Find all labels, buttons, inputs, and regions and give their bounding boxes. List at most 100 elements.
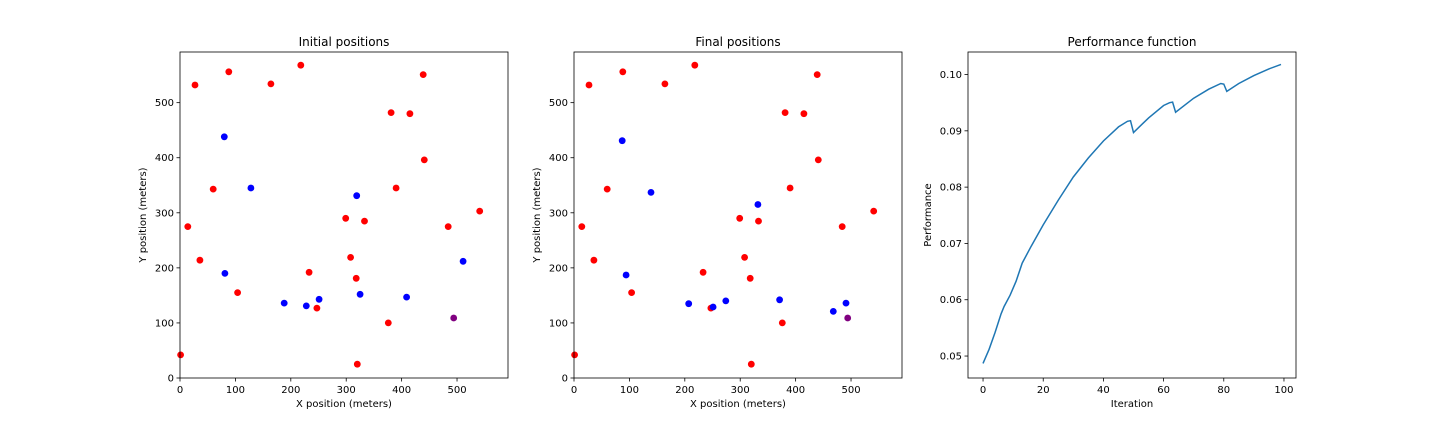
point-s2-1 [220, 133, 228, 141]
x-tick-label: 100 [226, 385, 245, 396]
point-s1-1 [177, 351, 185, 359]
panel-3: 0 20 40 60 80 100 0.05 0.06 0.07 0.08 0.09 0.10 Perf… [923, 35, 1297, 410]
point-s1-13 [741, 254, 748, 261]
x-tick-label: 20 [1037, 385, 1050, 396]
point-s1-23 [444, 223, 452, 231]
point-s1-17 [778, 319, 786, 327]
point-s2-5 [709, 303, 717, 311]
point-s1-18 [387, 109, 395, 116]
point-s3-1 [450, 314, 458, 322]
point-s2-8 [356, 290, 364, 298]
point-s1-4 [196, 256, 204, 264]
point-s2-4 [280, 299, 288, 307]
x-tick-label: 400 [392, 385, 411, 396]
y-tick-label: 500 [549, 98, 568, 109]
point-s1-14 [746, 274, 754, 282]
y-tick-label: 200 [155, 263, 174, 274]
x-tick-label: 500 [447, 385, 466, 396]
panel-2: 0 100 200 300 400 500 0 100 200 300 400 500 Final po… [532, 35, 903, 410]
point-s1-24 [476, 207, 484, 215]
chart-title: Performance function [1068, 35, 1197, 49]
x-tick-label: 200 [281, 385, 300, 396]
point-s2-9 [403, 293, 410, 301]
point-s1-8 [661, 80, 669, 88]
chart-title: Final positions [695, 35, 780, 49]
point-s2-3 [247, 184, 255, 192]
point-s2-10 [842, 299, 850, 307]
plot-frame [967, 51, 1297, 379]
point-s2-10 [459, 257, 467, 265]
point-s1-22 [420, 156, 428, 164]
point-s2-9 [829, 308, 837, 315]
point-s1-22 [814, 156, 822, 164]
y-tick-label: 100 [549, 318, 568, 329]
plot-frame [179, 51, 509, 379]
point-s1-9 [691, 61, 699, 69]
point-s2-1 [618, 137, 626, 145]
point-s1-2 [578, 223, 586, 231]
y-tick-label: 0.10 [940, 70, 962, 81]
point-s1-11 [313, 304, 321, 312]
y-tick-label: 300 [549, 208, 568, 219]
point-s1-10 [305, 268, 313, 276]
point-s1-19 [786, 184, 794, 192]
y-tick-label: 0.08 [940, 183, 962, 194]
point-s1-10 [699, 268, 707, 276]
x-tick-label: 80 [1217, 385, 1230, 396]
point-s1-15 [353, 360, 361, 368]
x-tick-label: 300 [337, 385, 356, 396]
x-tick-label: 100 [620, 385, 639, 396]
point-s2-3 [647, 189, 655, 196]
point-s1-6 [225, 68, 233, 76]
y-axis-label: Y position (meters) [138, 167, 149, 263]
x-axis-label: Iteration [1111, 399, 1153, 410]
x-axis-label: X position (meters) [296, 399, 392, 410]
x-tick-label: 100 [1274, 385, 1293, 396]
point-s1-5 [209, 185, 217, 193]
y-tick-label: 0.09 [940, 126, 962, 137]
point-s2-2 [221, 270, 229, 277]
y-tick-label: 300 [155, 208, 174, 219]
y-axis-label: Y position (meters) [532, 167, 543, 263]
point-s1-12 [342, 214, 350, 222]
point-s1-16 [755, 217, 762, 225]
point-s2-8 [776, 296, 783, 304]
point-s2-7 [353, 192, 361, 200]
x-tick-label: 40 [1097, 385, 1110, 396]
plot-frame [573, 51, 903, 379]
point-s1-17 [384, 319, 392, 327]
point-s3-1 [844, 314, 852, 322]
y-tick-label: 100 [155, 318, 174, 329]
point-s1-19 [392, 184, 400, 192]
point-s1-1 [571, 351, 578, 359]
y-tick-label: 200 [549, 263, 568, 274]
point-s1-14 [352, 274, 360, 282]
point-s1-15 [747, 360, 755, 368]
point-s1-9 [297, 61, 305, 69]
point-s1-18 [781, 109, 789, 116]
point-s1-23 [838, 223, 846, 231]
chart-title: Initial positions [299, 35, 390, 49]
y-tick-label: 0.06 [940, 295, 962, 306]
point-s1-13 [347, 254, 354, 261]
x-tick-label: 60 [1157, 385, 1170, 396]
y-tick-label: 0 [562, 374, 568, 385]
point-s2-7 [754, 201, 762, 208]
y-tick-label: 400 [155, 153, 174, 164]
y-axis-label: Performance [923, 183, 934, 246]
point-s1-8 [267, 80, 275, 88]
point-s1-20 [800, 110, 808, 118]
x-tick-label: 200 [675, 385, 694, 396]
y-tick-label: 0.05 [940, 352, 962, 363]
point-s1-6 [619, 68, 627, 76]
x-axis-label: X position (meters) [690, 399, 786, 410]
y-tick-label: 500 [155, 98, 174, 109]
x-tick-label: 0 [980, 385, 986, 396]
point-s2-6 [315, 295, 323, 303]
point-s1-3 [585, 81, 593, 89]
point-s2-2 [622, 271, 630, 279]
y-tick-label: 0.07 [940, 239, 962, 250]
point-s2-4 [685, 300, 693, 308]
point-s2-5 [302, 302, 310, 310]
